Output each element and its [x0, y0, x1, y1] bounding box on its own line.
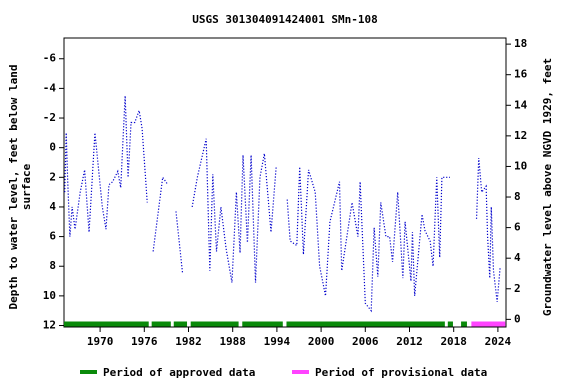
y2-tick-label: 18 — [514, 37, 527, 50]
data-line — [64, 95, 501, 313]
y2-tick-label: 2 — [514, 282, 521, 295]
x-tick-label: 1994 — [264, 335, 291, 348]
y2-tick-label: 4 — [514, 251, 521, 264]
x-tick-label: 2006 — [352, 335, 379, 348]
y2-tick-label: 14 — [514, 98, 528, 111]
x-tick-label: 1982 — [175, 335, 202, 348]
y-tick-label: -4 — [43, 81, 57, 94]
y-tick-label: -2 — [43, 111, 56, 124]
y2-tick-label: 10 — [514, 159, 527, 172]
x-tick-label: 1988 — [219, 335, 246, 348]
y-tick-label: 8 — [49, 259, 56, 272]
y2-tick-label: 16 — [514, 68, 528, 81]
y-tick-label: 6 — [49, 230, 56, 243]
y2-tick-label: 6 — [514, 221, 521, 234]
chart-title: USGS 301304091424001 SMn-108 — [192, 13, 377, 26]
y2-tick-label: 8 — [514, 190, 521, 203]
y2-tick-label: 12 — [514, 129, 527, 142]
y-axis-label: Depth to water level, feet below land — [7, 64, 20, 309]
x-tick-label: 2012 — [396, 335, 423, 348]
y-tick-label: 0 — [49, 141, 56, 154]
x-tick-label: 2024 — [485, 335, 512, 348]
x-tick-label: 2018 — [440, 335, 467, 348]
plot-frame — [63, 37, 507, 328]
y-tick-label: 4 — [49, 200, 56, 213]
legend-label: Period of provisional data — [315, 366, 487, 379]
y2-axis-label: Groundwater level above NGVD 1929, feet — [541, 58, 554, 316]
y-tick-label: -6 — [43, 52, 57, 65]
y-tick-label: 2 — [49, 170, 56, 183]
y-tick-label: 12 — [43, 319, 56, 332]
legend-label: Period of approved data — [103, 366, 255, 379]
y2-tick-label: 0 — [514, 312, 521, 325]
y-tick-label: 10 — [43, 289, 56, 302]
y-axis-label: surface — [20, 163, 33, 210]
x-tick-label: 1970 — [87, 335, 114, 348]
x-tick-label: 1976 — [131, 335, 158, 348]
x-tick-label: 2000 — [308, 335, 335, 348]
